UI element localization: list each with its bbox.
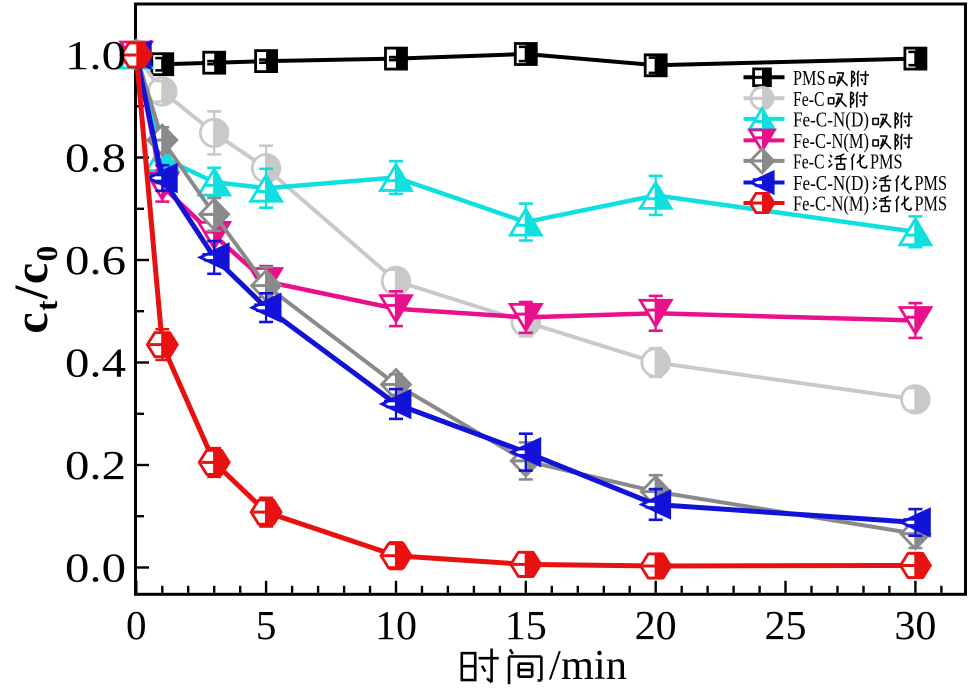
svg-text:0: 0	[126, 602, 147, 648]
svg-text:15: 15	[505, 602, 547, 648]
svg-text:0.6: 0.6	[65, 237, 126, 283]
svg-text:Fe-C: Fe-C	[793, 87, 825, 111]
svg-text:Fe-C: Fe-C	[793, 149, 825, 173]
svg-text:Fe-C-N(M): Fe-C-N(M)	[793, 129, 869, 153]
svg-text:PMS: PMS	[793, 66, 826, 90]
svg-text:Fe-C-N(D): Fe-C-N(D)	[793, 171, 869, 195]
svg-text:1.0: 1.0	[65, 32, 126, 78]
svg-text:0.8: 0.8	[65, 135, 126, 181]
svg-text:30: 30	[894, 602, 936, 648]
svg-text:PMS: PMS	[915, 171, 948, 195]
svg-text:PMS: PMS	[915, 192, 948, 216]
svg-text:0.0: 0.0	[65, 545, 126, 591]
svg-text:Fe-C-N(D): Fe-C-N(D)	[793, 107, 869, 131]
svg-text:0.2: 0.2	[65, 442, 126, 488]
svg-text:5: 5	[256, 602, 277, 648]
svg-text:10: 10	[375, 602, 417, 648]
svg-text:25: 25	[765, 602, 807, 648]
svg-text:20: 20	[635, 602, 677, 648]
svg-text:/min: /min	[549, 643, 627, 689]
svg-text:PMS: PMS	[870, 149, 903, 173]
svg-text:0.4: 0.4	[65, 340, 126, 386]
svg-text:ct/c0: ct/c0	[5, 244, 64, 333]
svg-text:Fe-C-N(M): Fe-C-N(M)	[793, 192, 869, 216]
